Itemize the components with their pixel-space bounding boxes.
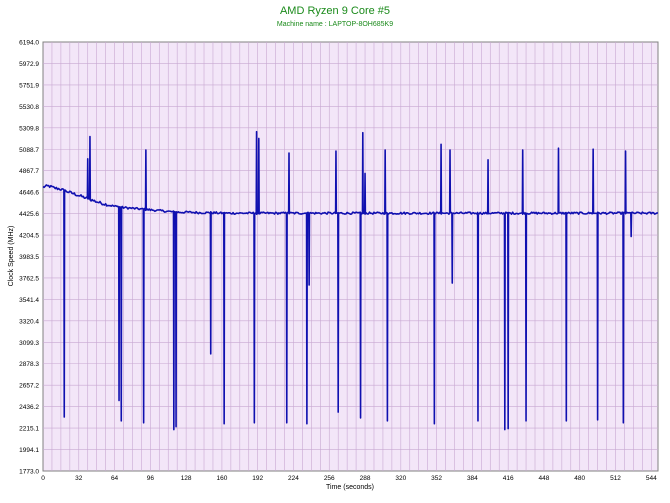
y-tick-label: 3762.5 [19, 275, 39, 282]
y-tick-label: 5088.7 [19, 147, 39, 154]
x-tick-label: 160 [216, 475, 227, 482]
chart-subtitle: Machine name : LAPTOP-8OH685K9 [276, 21, 394, 28]
chart-title: AMD Ryzen 9 Core #5 [279, 5, 391, 17]
x-tick-label: 256 [324, 475, 335, 482]
series-line [42, 130, 659, 431]
x-tick-label: 352 [431, 475, 442, 482]
y-tick-label: 4425.6 [19, 211, 39, 218]
y-tick-label: 5972.9 [19, 61, 39, 68]
y-tick-label: 6194.0 [19, 40, 39, 47]
y-tick-label: 1994.1 [19, 447, 39, 454]
x-tick-label: 32 [75, 475, 83, 482]
y-tick-label: 5751.9 [19, 82, 39, 89]
x-tick-label: 0 [41, 475, 45, 482]
x-tick-label: 384 [467, 475, 478, 482]
y-tick-label: 2215.1 [19, 426, 39, 433]
x-tick-label: 544 [646, 475, 657, 482]
y-tick-label: 4867.7 [19, 168, 39, 175]
x-tick-label: 64 [111, 475, 119, 482]
y-tick-label: 4204.5 [19, 233, 39, 240]
y-axis-label: Clock Speed (MHz) [8, 226, 15, 287]
x-tick-label: 320 [395, 475, 406, 482]
y-tick-label: 3541.4 [19, 297, 39, 304]
y-tick-label: 1773.0 [19, 469, 39, 476]
y-tick-label: 2657.2 [19, 383, 39, 390]
y-tick-label: 3983.5 [19, 254, 39, 261]
x-tick-label: 480 [574, 475, 585, 482]
x-tick-label: 448 [539, 475, 550, 482]
y-tick-label: 2878.3 [19, 361, 39, 368]
y-tick-label: 3320.4 [19, 318, 39, 325]
y-tick-label: 2436.2 [19, 404, 39, 411]
y-tick-label: 5309.8 [19, 125, 39, 132]
x-tick-label: 416 [503, 475, 514, 482]
y-tick-label: 3099.3 [19, 340, 39, 347]
x-tick-label: 512 [610, 475, 621, 482]
x-tick-label: 96 [147, 475, 155, 482]
x-tick-label: 192 [252, 475, 263, 482]
x-tick-label: 224 [288, 475, 299, 482]
x-axis-label: Time (seconds) [326, 484, 374, 491]
x-tick-label: 288 [360, 475, 371, 482]
x-tick-label: 128 [181, 475, 192, 482]
y-tick-label: 4646.6 [19, 190, 39, 197]
y-axis: 6194.0 5972.9 5751.9 5530.8 5309.8 5088.7 4867… [19, 40, 39, 476]
y-tick-label: 5530.8 [19, 104, 39, 111]
x-axis: 0 32 64 96 128 160 192 224 256 288 320 352 384 416 448… [41, 475, 657, 482]
